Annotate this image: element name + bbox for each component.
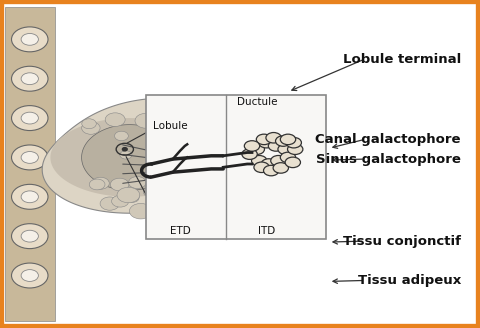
Circle shape [276, 136, 291, 146]
Circle shape [273, 163, 288, 173]
Circle shape [129, 176, 146, 189]
Text: ETD: ETD [169, 226, 191, 236]
Circle shape [271, 155, 286, 166]
Circle shape [242, 149, 257, 159]
Circle shape [21, 73, 38, 85]
Circle shape [115, 131, 128, 141]
Circle shape [261, 159, 276, 169]
Text: Canal galactophore: Canal galactophore [315, 133, 461, 146]
Circle shape [82, 119, 96, 129]
Text: ITD: ITD [258, 226, 275, 236]
Circle shape [264, 165, 279, 176]
Circle shape [185, 159, 209, 175]
Circle shape [21, 270, 38, 281]
Text: Tissu conjonctif: Tissu conjonctif [343, 235, 461, 248]
Circle shape [252, 155, 267, 166]
Circle shape [280, 152, 296, 163]
Circle shape [130, 203, 152, 219]
Circle shape [285, 157, 300, 168]
Circle shape [12, 184, 48, 209]
Polygon shape [50, 118, 209, 197]
Circle shape [254, 162, 269, 173]
Circle shape [12, 224, 48, 249]
Circle shape [244, 141, 260, 151]
Circle shape [105, 113, 125, 127]
Text: Sinus galactophore: Sinus galactophore [316, 153, 461, 166]
Circle shape [268, 141, 284, 151]
Circle shape [12, 106, 48, 131]
Polygon shape [42, 98, 258, 213]
Circle shape [126, 193, 139, 202]
Circle shape [288, 144, 303, 154]
Circle shape [21, 152, 38, 163]
Bar [146, 95, 326, 239]
Circle shape [266, 133, 281, 143]
Circle shape [110, 178, 129, 191]
Circle shape [256, 134, 272, 145]
Circle shape [144, 188, 157, 197]
Text: Ductule: Ductule [237, 97, 277, 107]
Circle shape [149, 111, 170, 125]
Circle shape [111, 195, 129, 207]
Circle shape [135, 113, 157, 128]
Circle shape [21, 112, 38, 124]
Text: Tissu adipeux: Tissu adipeux [358, 274, 461, 287]
Polygon shape [5, 7, 55, 321]
Circle shape [122, 148, 127, 151]
Circle shape [127, 192, 139, 201]
Circle shape [92, 177, 109, 189]
Circle shape [21, 33, 38, 45]
Text: Lobule terminal: Lobule terminal [343, 52, 461, 66]
Circle shape [278, 144, 293, 154]
Circle shape [12, 27, 48, 52]
Circle shape [12, 145, 48, 170]
Circle shape [82, 122, 100, 134]
Circle shape [286, 137, 301, 148]
Circle shape [12, 263, 48, 288]
Circle shape [89, 179, 105, 190]
Circle shape [120, 151, 132, 159]
Text: Lobule: Lobule [153, 121, 188, 131]
Circle shape [21, 230, 38, 242]
Circle shape [249, 144, 264, 154]
Polygon shape [82, 125, 178, 190]
Circle shape [12, 66, 48, 91]
Circle shape [117, 187, 140, 203]
Circle shape [21, 191, 38, 203]
Circle shape [100, 197, 120, 210]
Circle shape [259, 137, 274, 148]
Circle shape [280, 134, 296, 145]
